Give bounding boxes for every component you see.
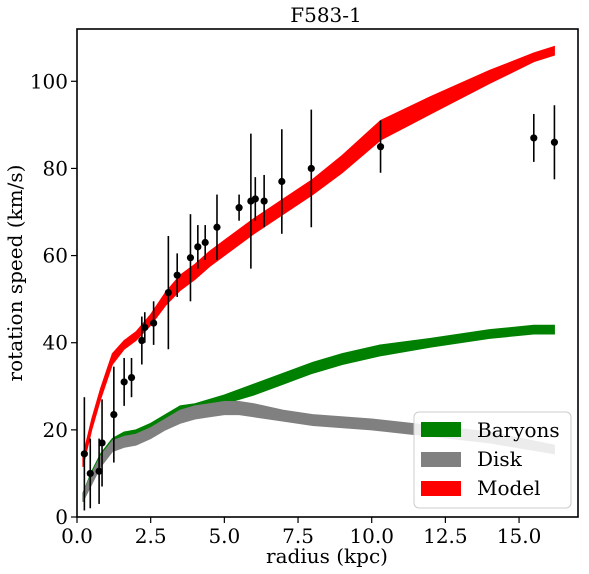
x-tick-label: 15.0 (497, 524, 542, 548)
data-point-marker (110, 411, 118, 419)
data-point-marker (376, 143, 385, 151)
data-point-marker (141, 323, 149, 332)
data-point (98, 399, 106, 487)
data-point (80, 397, 88, 511)
band-model (82, 45, 555, 468)
data-point (213, 194, 221, 260)
data-point (278, 129, 286, 234)
data-point (530, 113, 538, 162)
y-tick-label: 20 (43, 418, 68, 442)
y-tick-label: 100 (30, 69, 68, 93)
data-point-marker (120, 378, 128, 386)
y-tick-label: 40 (43, 331, 68, 355)
legend-label-baryons: Baryons (477, 418, 560, 442)
data-point (201, 225, 209, 260)
data-point (173, 253, 181, 297)
data-point (141, 312, 149, 343)
legend-label-model: Model (477, 476, 541, 500)
data-point (260, 174, 268, 228)
x-tick-label: 5.0 (208, 524, 240, 548)
data-point-marker (550, 138, 559, 146)
data-point (251, 177, 259, 221)
data-point (186, 214, 195, 302)
data-point (120, 357, 128, 406)
y-axis-ticks: 0 20 40 60 80 100 (30, 69, 77, 529)
data-point (550, 105, 559, 180)
y-axis-label: rotation speed (km/s) (3, 165, 27, 382)
data-point-marker (251, 195, 259, 203)
x-axis-label: radius (kpc) (266, 544, 388, 568)
x-tick-label: 10.0 (349, 524, 394, 548)
data-point (86, 438, 94, 509)
y-tick-label: 60 (43, 244, 68, 268)
legend-swatch-model (421, 481, 461, 496)
data-point-marker (138, 336, 146, 345)
data-point-marker (173, 271, 181, 279)
chart-title: F583-1 (290, 3, 362, 27)
data-point-marker (127, 373, 136, 382)
data-point (307, 109, 315, 228)
legend-label-disk: Disk (477, 447, 523, 471)
data-point (127, 357, 136, 398)
x-tick-label: 0.0 (61, 524, 93, 548)
data-point (376, 120, 385, 173)
legend: Baryons Disk Model (413, 411, 572, 509)
data-point-marker (150, 319, 158, 327)
data-point (150, 301, 158, 345)
legend-swatch-disk (421, 452, 461, 467)
data-point-marker (86, 469, 94, 478)
data-point-marker (530, 134, 538, 142)
data-point (95, 438, 103, 504)
data-point-marker (278, 177, 286, 186)
x-tick-label: 2.5 (135, 524, 167, 548)
data-point-marker (201, 238, 209, 247)
data-point-marker (235, 204, 243, 212)
y-tick-label: 0 (55, 505, 68, 529)
data-point-marker (98, 439, 106, 447)
data-point-marker (164, 289, 172, 297)
legend-swatch-baryons (421, 422, 461, 437)
data-point (164, 235, 172, 350)
x-tick-label: 7.5 (282, 524, 314, 548)
data-point-marker (260, 197, 268, 205)
data-point-marker (80, 450, 88, 458)
data-points-layer (80, 105, 559, 511)
data-point (235, 194, 243, 221)
y-tick-label: 80 (43, 156, 68, 180)
x-axis-ticks: 0.0 2.5 5.0 7.5 10.0 12.5 15.0 (61, 517, 541, 548)
data-point (110, 366, 118, 463)
data-point-marker (213, 223, 221, 231)
data-point-marker (186, 254, 195, 262)
data-point (194, 225, 202, 269)
data-point (138, 316, 146, 365)
data-point-marker (307, 164, 315, 173)
data-point-marker (95, 467, 103, 475)
data-point-marker (194, 243, 202, 251)
x-tick-label: 12.5 (423, 524, 468, 548)
plot-frame (76, 28, 579, 518)
